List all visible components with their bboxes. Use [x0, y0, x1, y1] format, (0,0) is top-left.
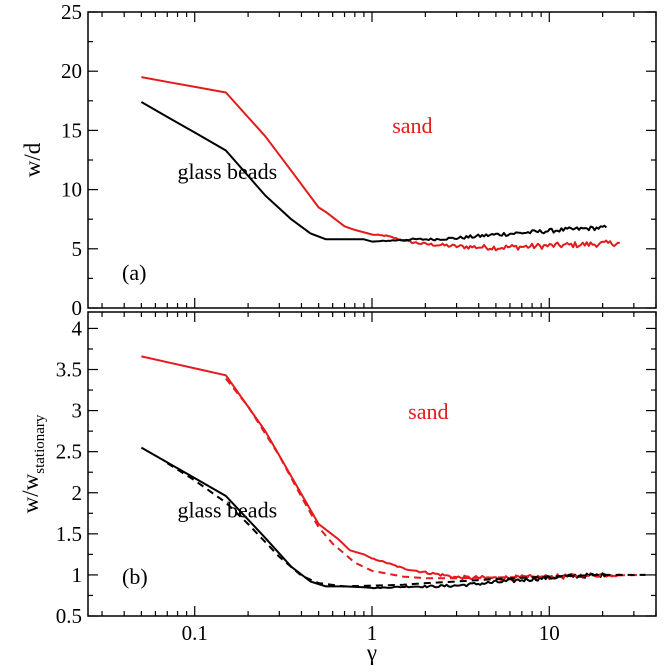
series-sand	[141, 76, 620, 252]
y-tick-label: 2.5	[56, 440, 82, 464]
panel-a-ticks: 0 5 10 15 20 25	[61, 0, 657, 320]
panel-a-label: (a)	[122, 260, 146, 285]
x-axis-label: γ	[366, 640, 377, 665]
panel-b-y-label-main: w/w	[18, 473, 43, 513]
y-tick-label: 1	[72, 563, 83, 587]
panel-a: 0 5 10 15 20 25 sand glass beads w/d (a)	[20, 0, 657, 320]
y-tick-label: 20	[61, 59, 82, 83]
series-glass-beads-fit	[166, 462, 646, 588]
series-glass-beads	[140, 101, 608, 243]
panel-b-series	[140, 355, 646, 590]
series-sand	[141, 355, 621, 582]
panel-b-text: sand glass beads	[178, 399, 449, 523]
y-tick-label: 25	[61, 0, 82, 24]
annotation-glass-beads: glass beads	[178, 159, 278, 184]
y-tick-label: 3	[72, 399, 83, 423]
y-tick-label: 3.5	[56, 358, 82, 382]
panel-a-frame	[87, 11, 657, 309]
y-tick-label: 5	[72, 237, 83, 261]
x-tick-label: 10	[539, 621, 560, 645]
panel-b-y-axis-label: w/wstationary	[18, 414, 48, 513]
annotation-sand: sand	[392, 113, 432, 138]
panel-b-ticks: 0.5 1 1.5 2 2.5 3 3.5 4 0.1 1 10	[56, 312, 657, 645]
panel-a-series	[140, 76, 620, 252]
series-sand-fit	[225, 377, 646, 580]
annotation-glass-beads: glass beads	[178, 497, 278, 522]
panel-b: 0.5 1 1.5 2 2.5 3 3.5 4 0.1 1 10 sand glass beads w…	[18, 311, 657, 665]
x-tick-label: 1	[367, 621, 378, 645]
y-tick-label: 0.5	[56, 604, 82, 628]
y-tick-label: 2	[72, 481, 83, 505]
y-tick-label: 15	[61, 118, 82, 142]
x-tick-label: 0.1	[182, 621, 208, 645]
panel-a-y-axis-label: w/d	[20, 142, 45, 177]
annotation-sand: sand	[408, 399, 448, 424]
y-tick-label: 1.5	[56, 522, 82, 546]
panel-a-text: sand glass beads	[178, 113, 433, 184]
y-tick-label: 0	[72, 296, 83, 320]
panel-b-label: (b)	[122, 564, 148, 589]
y-tick-label: 4	[72, 316, 83, 340]
panel-b-y-label-sub: stationary	[32, 414, 48, 474]
y-tick-label: 10	[61, 178, 82, 202]
